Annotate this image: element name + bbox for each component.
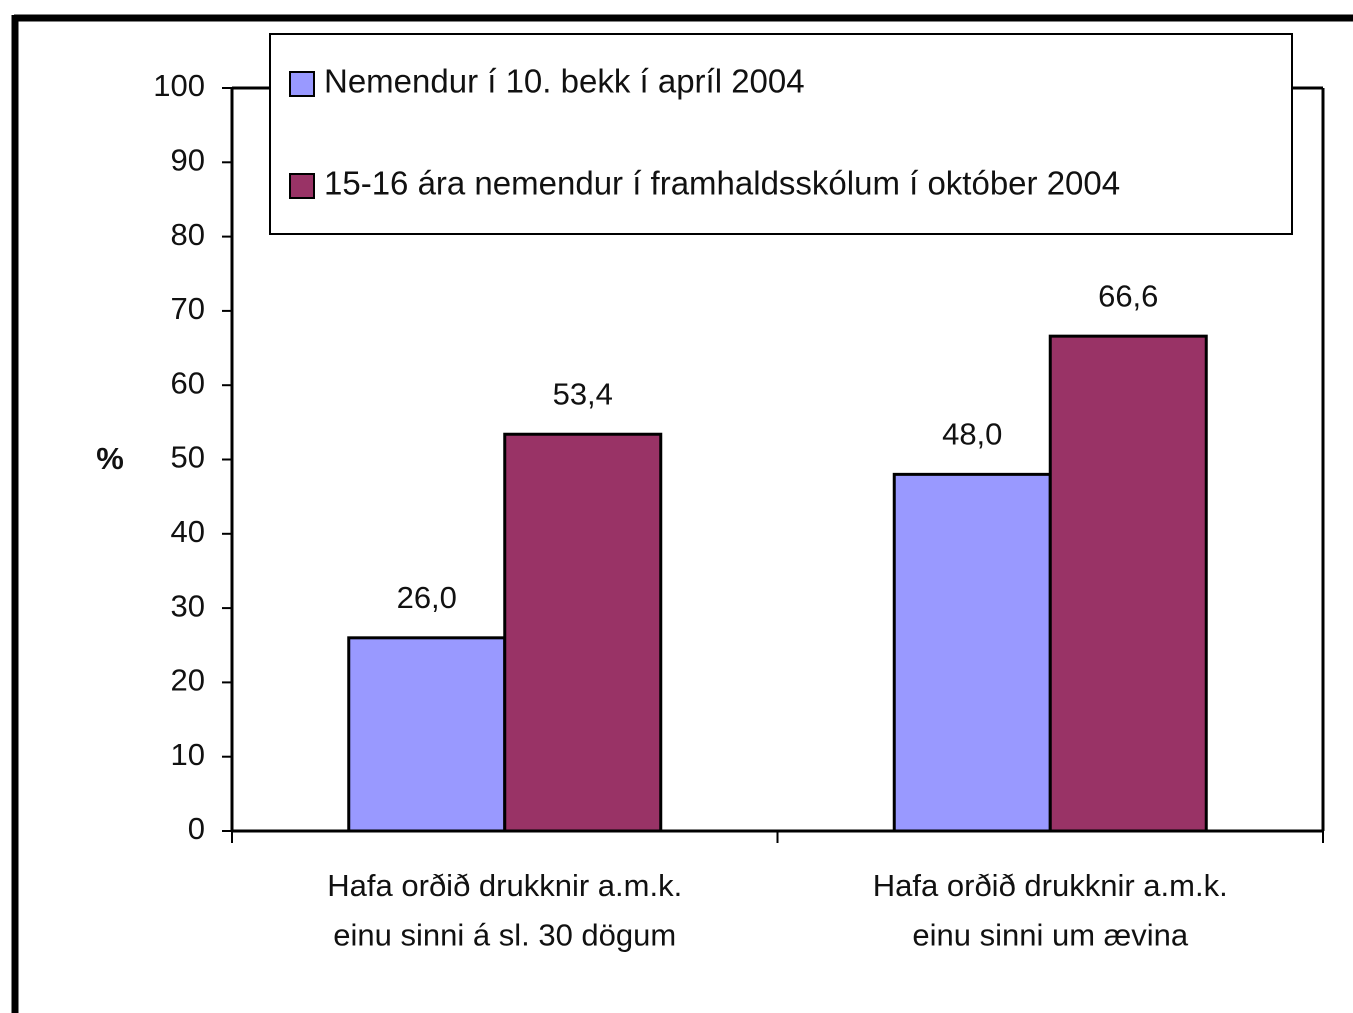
value-label: 66,6 xyxy=(1098,278,1158,313)
legend-swatch xyxy=(289,173,315,199)
legend-swatch xyxy=(289,71,315,97)
y-tick-label: 100 xyxy=(153,68,205,103)
y-tick-label: 90 xyxy=(171,142,205,177)
bar xyxy=(503,432,663,833)
value-label: 53,4 xyxy=(553,376,613,411)
legend-box xyxy=(269,33,1293,235)
y-tick-label: 0 xyxy=(188,811,205,846)
y-tick-label: 20 xyxy=(171,663,205,698)
y-tick-label: 30 xyxy=(171,588,205,623)
x-tick-label: Hafa orðið drukknir a.m.k. einu sinni á s… xyxy=(327,868,682,953)
y-tick-label: 10 xyxy=(171,737,205,772)
bar xyxy=(1048,334,1208,833)
y-tick-label: 40 xyxy=(171,514,205,549)
legend-label: Nemendur í 10. bekk í apríl 2004 xyxy=(324,63,805,100)
legend-label: 15-16 ára nemendur í framhaldsskólum í o… xyxy=(324,165,1120,202)
y-tick-label: 70 xyxy=(171,291,205,326)
x-tick-label: Hafa orðið drukknir a.m.k. einu sinni um … xyxy=(873,868,1228,953)
y-tick-label: 80 xyxy=(171,217,205,252)
y-tick-label: 50 xyxy=(171,440,205,475)
value-label: 26,0 xyxy=(397,580,457,615)
bar xyxy=(892,472,1052,833)
y-axis-label: % xyxy=(96,441,124,476)
y-tick-label: 60 xyxy=(171,365,205,400)
value-label: 48,0 xyxy=(942,417,1002,452)
bar xyxy=(347,636,507,833)
